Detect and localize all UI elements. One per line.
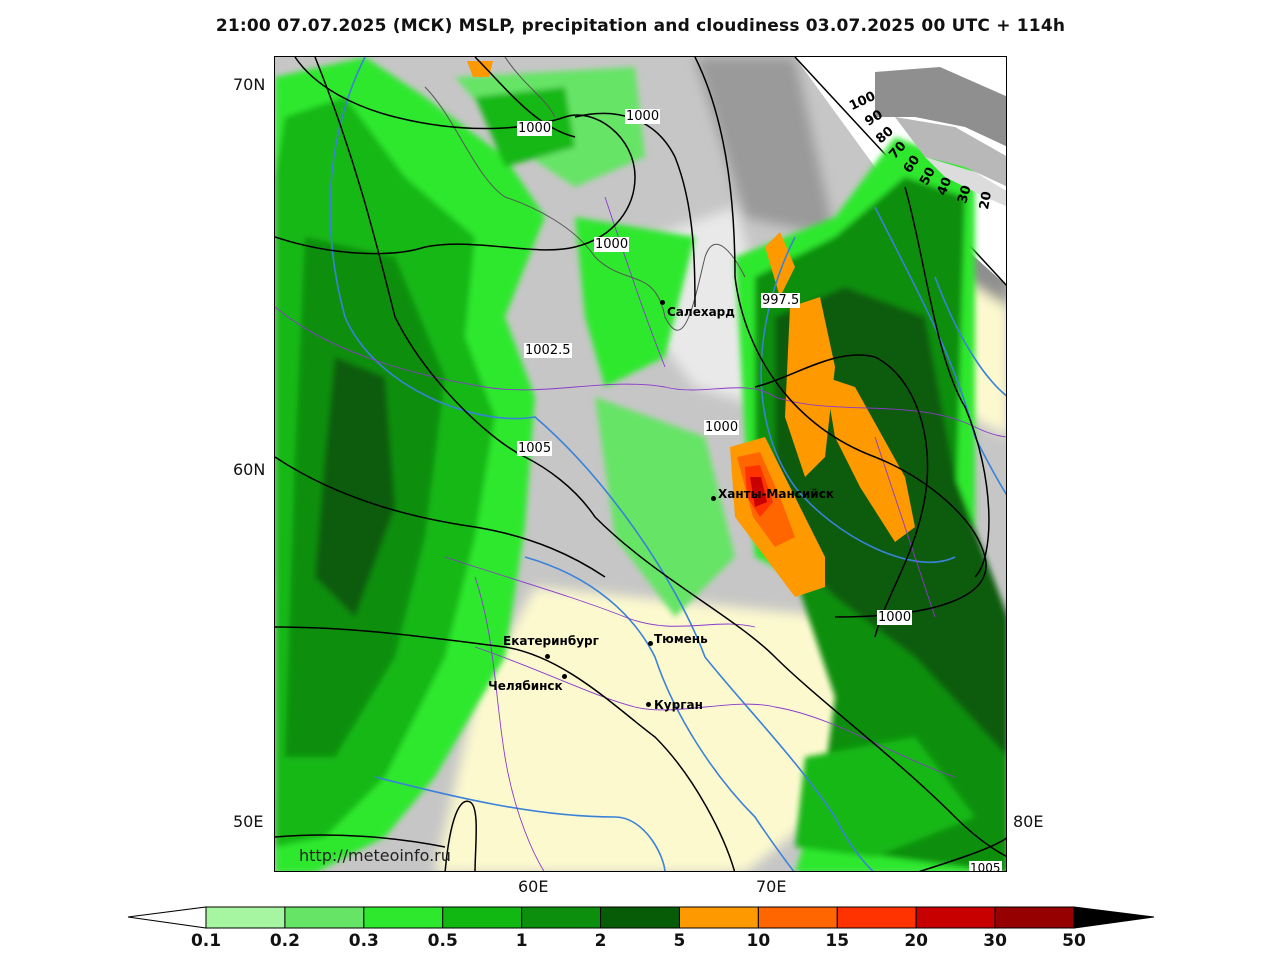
isobar-label: 1005 <box>969 861 1002 871</box>
isobar-label: 1002.5 <box>524 343 572 358</box>
colorbar-low-arrow <box>127 906 207 929</box>
colorbar-cell <box>600 906 680 929</box>
colorbar-high-arrow <box>1073 906 1155 929</box>
cloud-scale-wheel <box>875 67 1006 207</box>
colorbar-label: 20 <box>904 931 929 951</box>
map-panel: 1000 1000 1000 997.5 1002.5 1005 1000 10… <box>274 56 1007 872</box>
city-dot <box>646 702 651 707</box>
city-label: Челябинск <box>488 679 563 693</box>
lat-label-70n: 70N <box>233 75 266 94</box>
heavy-precip <box>467 61 915 597</box>
city-label: Салехард <box>667 305 735 319</box>
colorbar-label: 2 <box>594 931 607 951</box>
city-dot <box>648 641 653 646</box>
colorbar-cell <box>284 906 365 929</box>
lon-label-70e: 70E <box>756 877 787 896</box>
colorbar-label: 0.1 <box>190 931 222 951</box>
colorbar-label: 5 <box>673 931 686 951</box>
colorbar-label: 15 <box>825 931 850 951</box>
colorbar-cell <box>994 906 1075 929</box>
colorbar-label: 50 <box>1062 931 1086 951</box>
colorbar-cell <box>205 906 286 929</box>
colorbar-label: 10 <box>746 931 771 951</box>
lat-label-60n: 60N <box>233 460 266 479</box>
colorbar-label: 1 <box>515 931 528 951</box>
colorbar-cell <box>678 906 759 929</box>
city-dot <box>545 654 550 659</box>
cloud-scale-label: 20 <box>977 190 996 211</box>
isobar-label: 1005 <box>517 441 553 456</box>
colorbar-label: 30 <box>983 931 1007 951</box>
lon-label-60e: 60E <box>518 877 549 896</box>
city-dot <box>660 300 665 305</box>
colorbar-cell <box>521 906 602 929</box>
coastline <box>424 57 746 331</box>
city-dot <box>711 496 716 501</box>
city-label: Ханты-Мансийск <box>718 487 834 501</box>
precipitation-layer <box>275 57 1006 871</box>
colorbar-label: 0.2 <box>269 931 300 951</box>
rivers <box>329 57 1006 871</box>
isobar-label: 1000 <box>625 109 661 124</box>
city-label: Тюмень <box>654 632 708 646</box>
lat-label-50e: 50E <box>233 812 264 831</box>
isobar-label: 1000 <box>877 610 913 625</box>
colorbar-cell <box>836 906 917 929</box>
colorbar-cell <box>363 906 444 929</box>
isobar-label: 1000 <box>517 121 553 136</box>
precip-colorbar <box>127 906 1155 929</box>
isobar-label: 997.5 <box>761 293 801 308</box>
map-title: 21:00 07.07.2025 (МСК) MSLP, precipitati… <box>215 16 1066 36</box>
weather-map <box>275 57 1006 871</box>
colorbar-cells <box>205 906 1075 929</box>
colorbar-label: 0.5 <box>427 931 458 951</box>
city-label: Екатеринбург <box>503 634 599 648</box>
isobar-label: 1000 <box>704 420 740 435</box>
colorbar-cell <box>757 906 838 929</box>
colorbar-label: 0.3 <box>348 931 379 951</box>
colorbar-cell <box>915 906 996 929</box>
watermark[interactable]: http://meteoinfo.ru <box>299 846 451 865</box>
isobar-label: 1000 <box>594 237 630 252</box>
city-label: Курган <box>654 698 703 712</box>
isobars <box>275 57 1006 871</box>
colorbar-cell <box>442 906 523 929</box>
lon-label-80e: 80E <box>1013 812 1044 831</box>
city-dot <box>562 674 567 679</box>
